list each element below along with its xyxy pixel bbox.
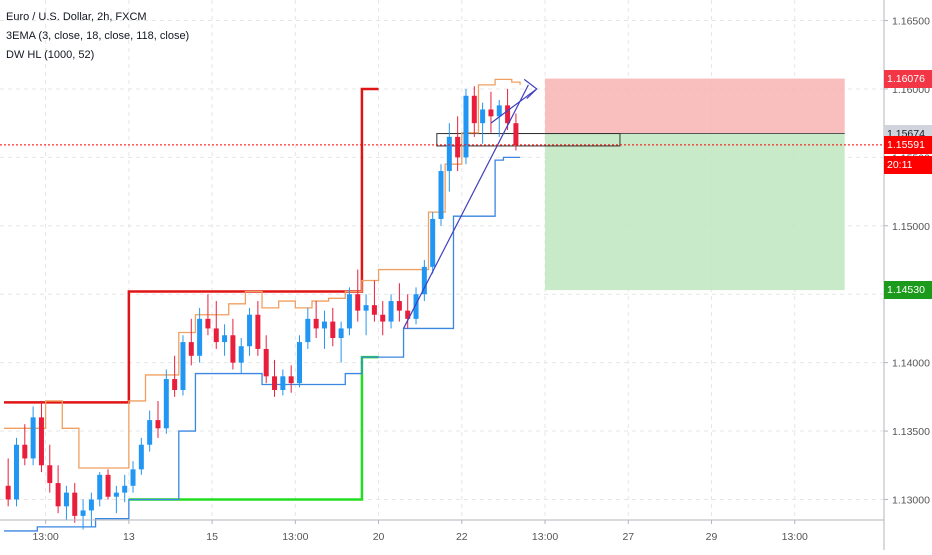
current-price-label: 1.15591 [884, 135, 932, 154]
candle-body [163, 379, 169, 429]
candle-body [105, 474, 111, 497]
candle-body [405, 310, 411, 319]
time-tick-label: 13:00 [32, 531, 58, 543]
candle-body [305, 318, 311, 343]
candle-body [97, 474, 103, 500]
candle-body [247, 314, 253, 347]
candle-body [371, 305, 377, 315]
candle-body [272, 376, 278, 390]
candle-body [113, 492, 119, 497]
candle-body [296, 342, 302, 384]
candle-body [513, 123, 519, 146]
candle-body [496, 105, 502, 117]
candle-body [438, 171, 444, 219]
candle-body [463, 95, 469, 158]
candle-body [288, 376, 294, 384]
candle-body [47, 465, 53, 484]
time-tick-label: 15 [206, 531, 218, 543]
trend-arrow-line[interactable] [490, 88, 538, 124]
time-tick-label: 29 [706, 531, 718, 543]
candle-body [488, 109, 494, 117]
indicator-dwhl-label[interactable]: DW HL (1000, 52) [6, 49, 95, 61]
candle-body [180, 342, 186, 390]
candle-body [421, 266, 427, 295]
candle-body [213, 328, 219, 343]
candle-body [55, 483, 61, 507]
price-tick-label: 1.16500 [892, 16, 930, 28]
candle-body [255, 314, 261, 349]
time-tick-label: 13:00 [532, 531, 558, 543]
candle-body [230, 335, 236, 363]
candle-body [471, 95, 477, 124]
candle-body [363, 305, 369, 311]
time-tick-label: 13:00 [782, 531, 808, 543]
candle-body [38, 417, 44, 466]
candle-body [346, 294, 352, 329]
candle-body [172, 379, 178, 390]
price-tick-label: 1.13000 [892, 494, 930, 506]
support-rectangle[interactable] [436, 133, 621, 147]
chart-legend: Euro / U.S. Dollar, 2h, FXCM 3EMA (3, cl… [6, 8, 189, 65]
time-tick-label: 22 [456, 531, 468, 543]
candle-body [130, 469, 136, 486]
arrow-head-icon [523, 78, 538, 99]
candle-body [205, 318, 211, 329]
ema-blue-line [4, 156, 521, 532]
price-tick-label: 1.15000 [892, 221, 930, 233]
candle-body [5, 485, 11, 500]
candle-body [330, 321, 336, 338]
candle-body [80, 510, 86, 516]
price-tick-label: 1.13500 [892, 426, 930, 438]
time-tick-label: 20 [373, 531, 385, 543]
time-tick-label: 27 [622, 531, 634, 543]
candle-body [72, 492, 78, 516]
candle-body [338, 328, 344, 338]
candle-body [355, 294, 361, 311]
price-tick-label: 1.14000 [892, 358, 930, 370]
candle-body [480, 109, 486, 124]
candle-body [147, 420, 153, 445]
symbol-title[interactable]: Euro / U.S. Dollar, 2h, FXCM [6, 11, 147, 23]
candle-body [413, 294, 419, 319]
candle-body [155, 420, 161, 429]
candle-body [88, 499, 94, 511]
candle-body [188, 342, 194, 356]
candle-body [13, 444, 19, 500]
candle-body [505, 105, 511, 124]
candle-body [197, 318, 203, 356]
indicator-3ema-label[interactable]: 3EMA (3, close, 18, close, 118, close) [6, 30, 190, 42]
candle-body [430, 218, 436, 267]
candle-body [30, 417, 36, 459]
candle-body [280, 376, 286, 390]
candle-body [138, 444, 144, 470]
ema-orange-line [4, 78, 521, 469]
time-tick-label: 13:00 [282, 531, 308, 543]
candle-body [446, 136, 452, 172]
candle-body [388, 301, 394, 322]
candle-body [63, 492, 69, 507]
candle-body [122, 485, 128, 493]
candle-body [263, 348, 269, 377]
candle-body [238, 346, 244, 363]
candle-body [321, 321, 327, 329]
candle-body [380, 314, 386, 322]
candle-body [22, 444, 28, 459]
stop-loss-price-label: 1.16076 [884, 69, 932, 88]
stop-loss-zone[interactable] [545, 78, 845, 134]
trend-line[interactable] [403, 84, 529, 329]
bar-countdown-label: 20:11 [884, 155, 932, 174]
candle-body [313, 318, 319, 329]
take-profit-zone[interactable] [545, 133, 845, 291]
candle-body [222, 335, 228, 343]
candle-body [396, 301, 402, 311]
candle-body [455, 136, 461, 158]
take-profit-price-label: 1.14530 [884, 281, 932, 300]
time-tick-label: 13 [123, 531, 135, 543]
